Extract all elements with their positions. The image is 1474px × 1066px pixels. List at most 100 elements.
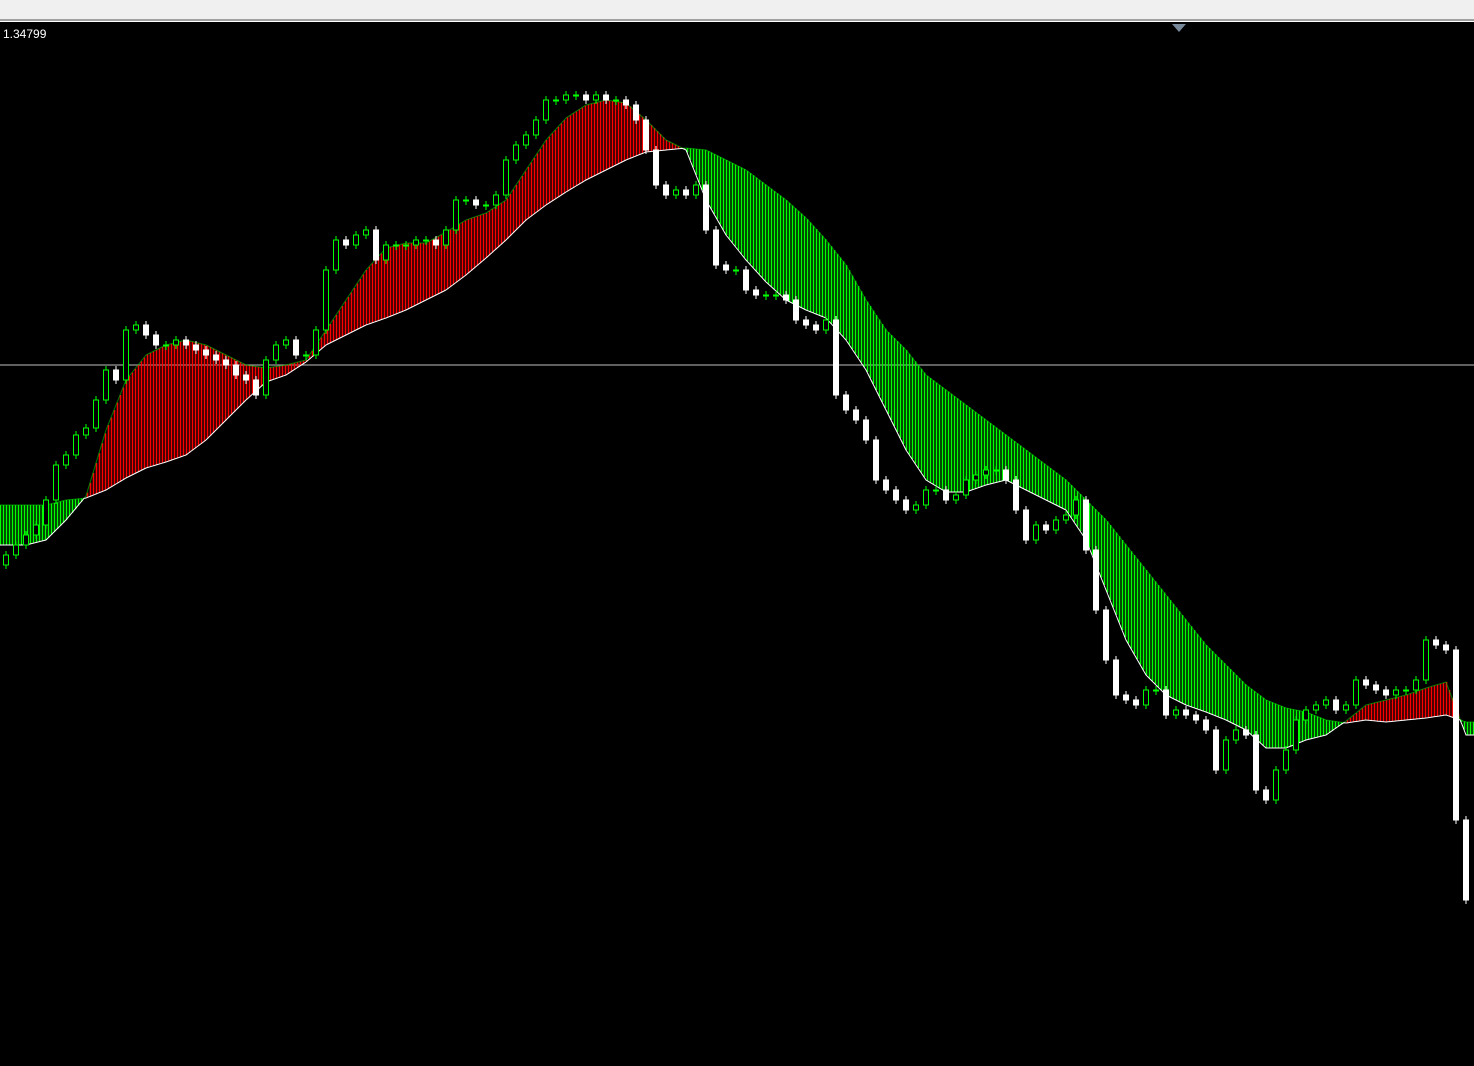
candle-bull (1063, 514, 1069, 521)
candle-bull (123, 329, 129, 381)
candle-bull (923, 489, 929, 506)
candle-bear (1023, 509, 1029, 541)
candle-bear (183, 339, 189, 346)
candle-bear (743, 269, 749, 291)
candle-bull (483, 204, 489, 207)
candle-bull (523, 134, 529, 146)
candle-bear (1463, 819, 1469, 901)
candle-bull (363, 229, 369, 236)
candle-bull (1343, 704, 1349, 711)
candle-bear (683, 189, 689, 196)
chart-shift-marker-icon[interactable] (1172, 24, 1186, 32)
candle-bull (1353, 679, 1359, 706)
candle-bear (293, 339, 299, 356)
candle-bull (1283, 749, 1289, 771)
candle-bull (1403, 689, 1409, 692)
candle-bull (1073, 499, 1079, 516)
candle-bear (863, 419, 869, 441)
price-chart[interactable] (0, 22, 1474, 1066)
chart-top-border (0, 21, 1474, 22)
candle-bear (1093, 549, 1099, 611)
candle-bear (203, 349, 209, 356)
candle-bull (1393, 689, 1399, 696)
candle-bull (333, 239, 339, 271)
candle-bull (43, 499, 49, 526)
candle-bull (1233, 729, 1239, 741)
candle-bull (983, 469, 989, 476)
candle-bear (223, 359, 229, 366)
candle-bull (1053, 519, 1059, 531)
candle-bull (423, 239, 429, 242)
candle-bull (763, 294, 769, 297)
candle-bull (1143, 689, 1149, 706)
candle-bull (83, 427, 89, 436)
candle-bull (693, 184, 699, 196)
candle-bear (903, 499, 909, 511)
candle-bull (513, 144, 519, 161)
candle-bear (193, 344, 199, 351)
candle-bear (1193, 714, 1199, 721)
candle-bear (663, 184, 669, 196)
candle-bull (323, 269, 329, 331)
candle-bear (1203, 719, 1209, 731)
candle-bull (383, 244, 389, 261)
candle-bull (673, 189, 679, 196)
candle-bull (283, 339, 289, 346)
candle-bear (623, 99, 629, 106)
candle-bear (1263, 789, 1269, 801)
candle-bear (853, 409, 859, 421)
candle-bear (1083, 499, 1089, 551)
candle-bull (33, 524, 39, 536)
candle-bear (793, 299, 799, 321)
candle-bear (753, 289, 759, 296)
candle-bear (373, 229, 379, 261)
candle-bull (573, 94, 579, 97)
candle-bear (703, 184, 709, 231)
candle-bull (413, 239, 419, 246)
candle-bull (563, 94, 569, 101)
candle-bear (653, 149, 659, 186)
candle-bear (233, 364, 239, 376)
candle-bull (23, 534, 29, 546)
candle-bear (143, 324, 149, 336)
candle-bear (633, 104, 639, 121)
candle-bull (933, 489, 939, 492)
candle-bull (103, 369, 109, 401)
candle-bull (1273, 769, 1279, 801)
candle-bull (1313, 704, 1319, 711)
candle-bull (503, 159, 509, 196)
candle-bear (713, 229, 719, 266)
candle-bear (603, 94, 609, 101)
candle-bear (343, 239, 349, 246)
candle-bull (163, 344, 169, 347)
candle-bull (533, 119, 539, 136)
candle-bear (813, 324, 819, 331)
candle-bear (153, 334, 159, 346)
candle-bull (973, 474, 979, 481)
candle-bull (133, 324, 139, 331)
candle-bull (1173, 709, 1179, 716)
candle-bull (403, 244, 409, 247)
candle-bull (173, 339, 179, 346)
candle-bull (353, 234, 359, 246)
candle-bull (303, 354, 309, 357)
candle-bull (553, 99, 559, 102)
candle-bear (1183, 709, 1189, 716)
candle-bear (843, 394, 849, 411)
candle-bear (783, 294, 789, 301)
candle-bear (1003, 469, 1009, 481)
candle-bull (1153, 689, 1159, 692)
candle-bear (1443, 644, 1449, 651)
candle-bull (733, 269, 739, 272)
candle-bull (953, 494, 959, 501)
candle-bear (1333, 699, 1339, 711)
indicator-ma-line (0, 147, 1474, 749)
candle-bear (1433, 639, 1439, 646)
candle-bull (453, 199, 459, 231)
candle-bull (263, 359, 269, 396)
candle-bear (943, 489, 949, 501)
candle-bear (1103, 609, 1109, 661)
candle-bear (893, 489, 899, 501)
candle-bear (1363, 679, 1369, 686)
